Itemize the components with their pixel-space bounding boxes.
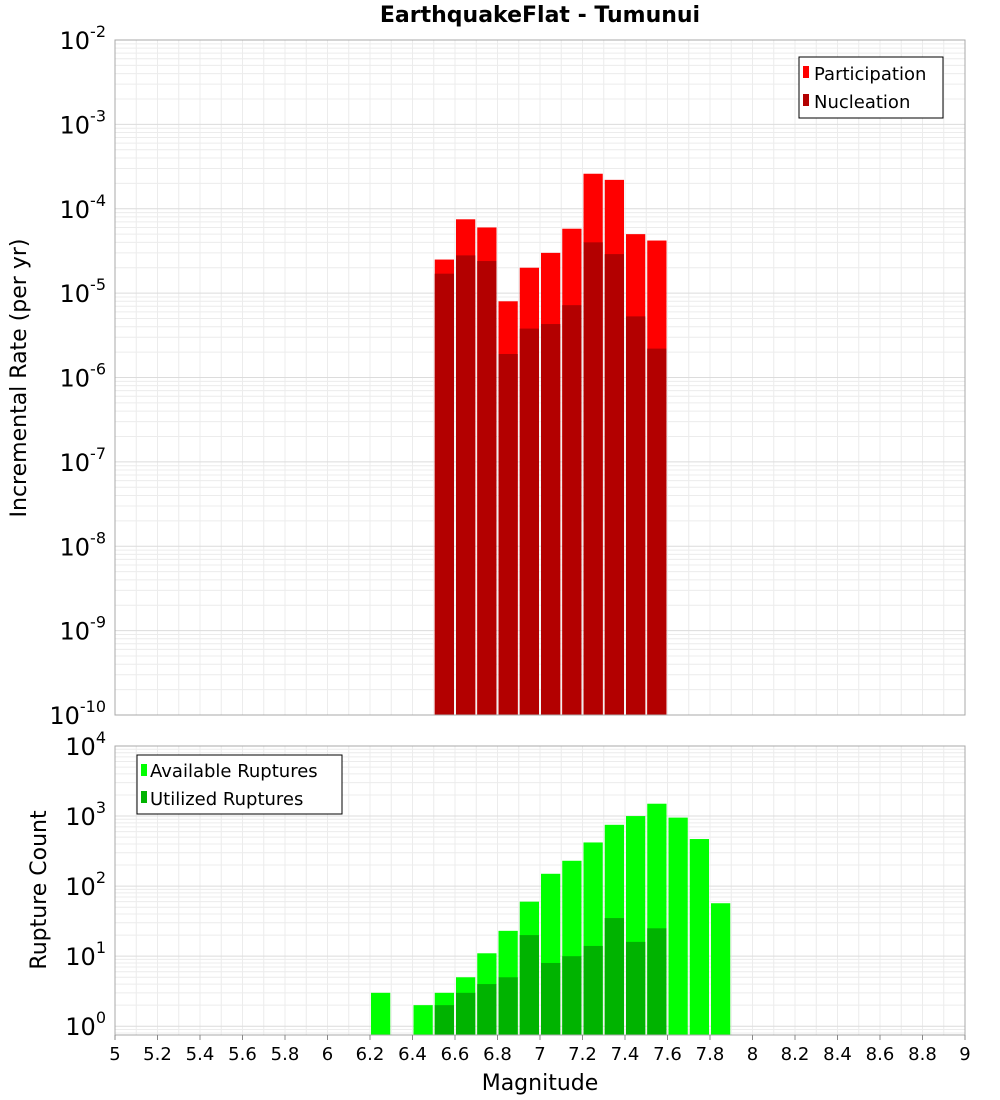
x-tick-label: 7	[534, 1044, 545, 1065]
y-tick-label: 101	[65, 938, 106, 971]
x-tick-label: 8.4	[823, 1044, 852, 1065]
available-ruptures-bar	[668, 817, 688, 1035]
y-tick-label: 10-7	[60, 444, 107, 477]
x-tick-label: 6.4	[398, 1044, 427, 1065]
rate-legend-box	[798, 56, 944, 119]
x-tick-label: 9	[959, 1044, 970, 1065]
utilized-ruptures-bar	[519, 935, 539, 1035]
y-tick-label: 100	[65, 1008, 106, 1041]
x-tick-label: 7.2	[568, 1044, 597, 1065]
x-tick-label: 6.6	[441, 1044, 470, 1065]
utilized-ruptures-bar	[498, 977, 518, 1035]
nucleation-legend-swatch	[803, 94, 809, 106]
available-ruptures-legend-swatch	[141, 764, 147, 776]
x-tick-label: 5.4	[186, 1044, 215, 1065]
y-tick-label: 10-8	[60, 528, 107, 561]
utilized-ruptures-bar	[626, 941, 646, 1035]
count-y-ticks: 100 101 102 103 104	[65, 728, 106, 1041]
available-ruptures-bar	[371, 992, 391, 1035]
participation-legend-label: Participation	[814, 64, 926, 85]
rate-panel: 10-10 10-9 10-8 10-7 10-6 10-5 10-4 10-3 10-2 In…	[7, 22, 966, 730]
y-tick-label: 10-9	[60, 613, 107, 646]
utilized-ruptures-bar	[647, 928, 667, 1035]
x-tick-label: 8.8	[908, 1044, 937, 1065]
x-tick-label: 6.8	[483, 1044, 512, 1065]
x-tick-label: 6.2	[356, 1044, 385, 1065]
x-tick-label: 8	[747, 1044, 758, 1065]
utilized-ruptures-legend-swatch	[141, 791, 147, 803]
utilized-ruptures-bar	[456, 992, 476, 1035]
x-axis-label: Magnitude	[482, 1071, 599, 1096]
count-y-axis-label: Rupture Count	[27, 810, 52, 970]
x-tick-label: 7.4	[611, 1044, 640, 1065]
y-tick-label: 102	[65, 868, 106, 901]
rate-y-axis-label: Incremental Rate (per yr)	[7, 239, 32, 518]
chart-title: EarthquakeFlat - Tumunui	[380, 3, 700, 28]
x-tick-label: 7.6	[653, 1044, 682, 1065]
utilized-ruptures-bar	[562, 956, 582, 1035]
y-tick-label: 103	[65, 798, 106, 831]
available-ruptures-bar	[413, 1005, 433, 1035]
count-bars	[371, 803, 731, 1035]
utilized-ruptures-bar	[477, 984, 497, 1035]
nucleation-bar	[604, 254, 624, 715]
available-ruptures-legend-label: Available Ruptures	[150, 761, 318, 782]
rate-plot-frame	[114, 39, 966, 716]
nucleation-legend-label: Nucleation	[814, 92, 910, 113]
nucleation-bar	[562, 305, 582, 715]
y-tick-label: 104	[65, 728, 106, 761]
nucleation-bar	[434, 273, 454, 715]
available-ruptures-bar	[711, 903, 731, 1035]
x-tick-label: 6	[322, 1044, 333, 1065]
y-tick-label: 10-6	[60, 360, 107, 393]
count-panel: 100 101 102 103 104 5 5.2 5.4 5.6 5.8 6 6.2 6.4 6.6 6…	[27, 728, 971, 1096]
count-legend-box	[136, 754, 343, 815]
y-tick-label: 10-4	[60, 191, 107, 224]
nucleation-bar	[583, 242, 603, 716]
nucleation-bar	[541, 324, 561, 715]
x-tick-label: 5.6	[228, 1044, 257, 1065]
y-tick-label: 10-3	[60, 106, 107, 139]
x-tick-label: 5	[109, 1044, 120, 1065]
x-tick-label: 5.8	[271, 1044, 300, 1065]
utilized-ruptures-bar	[604, 918, 624, 1035]
rate-grid	[114, 39, 966, 716]
available-ruptures-bar	[689, 839, 709, 1035]
y-tick-label: 10-5	[60, 275, 107, 308]
nucleation-bar	[626, 316, 646, 715]
utilized-ruptures-bar	[583, 945, 603, 1035]
nucleation-bar	[456, 255, 476, 715]
nucleation-bar	[519, 328, 539, 715]
count-grid	[114, 745, 966, 1035]
x-tick-label: 7.8	[696, 1044, 725, 1065]
participation-legend-swatch	[803, 66, 809, 78]
count-legend: Available Ruptures Utilized Ruptures	[136, 754, 343, 815]
y-tick-label: 10-10	[49, 697, 106, 730]
utilized-ruptures-legend-label: Utilized Ruptures	[150, 789, 303, 810]
y-tick-label: 10-2	[60, 22, 107, 55]
utilized-ruptures-bar	[541, 962, 561, 1035]
rate-y-ticks: 10-10 10-9 10-8 10-7 10-6 10-5 10-4 10-3 10-2	[49, 22, 106, 730]
utilized-ruptures-bar	[434, 1005, 454, 1035]
x-ticks: 5 5.2 5.4 5.6 5.8 6 6.2 6.4 6.6 6.8 7 7.2 7.4 7.6 7.8 8…	[109, 1035, 971, 1065]
rate-bars	[434, 173, 667, 716]
rate-legend: Participation Nucleation	[798, 56, 944, 119]
nucleation-bar	[477, 261, 497, 715]
x-tick-label: 5.2	[143, 1044, 172, 1065]
x-tick-label: 8.6	[866, 1044, 895, 1065]
nucleation-bar	[498, 353, 518, 715]
x-tick-label: 8.2	[781, 1044, 810, 1065]
nucleation-bar	[647, 348, 667, 715]
